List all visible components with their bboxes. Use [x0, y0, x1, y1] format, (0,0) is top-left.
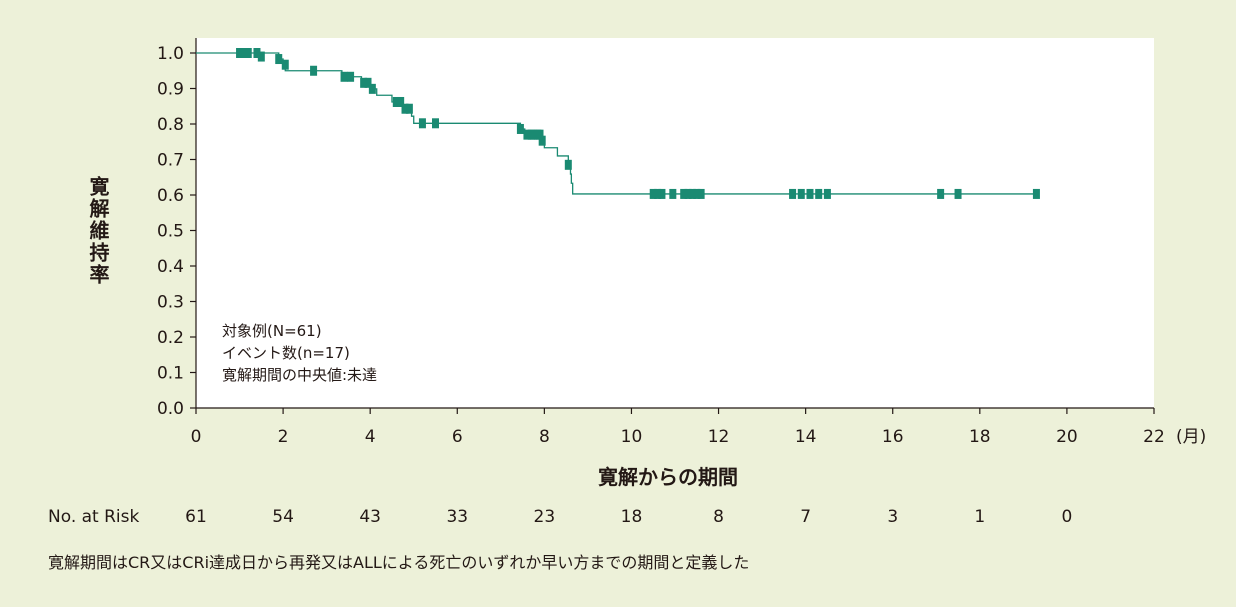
x-tick-label: 16: [882, 427, 904, 447]
risk-value: 18: [621, 507, 643, 527]
y-tick-label: 0.8: [157, 115, 184, 135]
risk-table-values: 61 54 43 33 23 18 8 7 3 1 0: [185, 507, 1072, 527]
x-tick-label: 8: [539, 427, 550, 447]
x-tick-label: 6: [452, 427, 463, 447]
censor-mark: [937, 188, 945, 199]
risk-table-label: No. at Risk: [48, 507, 140, 527]
x-tick-label: 10: [621, 427, 643, 447]
censor-mark: [684, 188, 692, 199]
censor-mark: [649, 188, 657, 199]
censor-mark: [564, 159, 572, 170]
y-tick-label: 0.0: [157, 399, 184, 419]
censor-mark: [658, 188, 666, 199]
censor-mark: [688, 188, 696, 199]
footnote: 寛解期間はCR又はCRi達成日から再発又はALLによる死亡のいずれか早い方までの…: [48, 553, 749, 572]
censor-mark: [275, 54, 283, 65]
y-tick-label: 0.7: [157, 151, 184, 171]
censor-mark: [697, 188, 705, 199]
y-tick-label: 0.3: [157, 293, 184, 313]
censor-mark: [432, 118, 439, 129]
y-tick-label: 0.5: [157, 222, 184, 242]
x-tick-label: 2: [278, 427, 289, 447]
censor-mark: [257, 51, 265, 62]
censor-mark: [680, 188, 688, 199]
risk-value: 33: [446, 507, 468, 527]
y-tick-label: 1.0: [157, 44, 184, 64]
censor-mark: [536, 129, 544, 140]
risk-value: 23: [534, 507, 556, 527]
censor-mark: [529, 129, 537, 140]
risk-value: 54: [272, 507, 294, 527]
x-tick-label: 14: [795, 427, 817, 447]
y-tick-label: 0.2: [157, 328, 184, 348]
censor-mark: [523, 129, 531, 140]
x-tick-label: 0: [191, 427, 202, 447]
x-axis: 0 2 4 6 8 10 12 14 16 18 20 22: [191, 407, 1165, 447]
censor-mark: [405, 103, 413, 114]
y-tick-label: 0.9: [157, 80, 184, 100]
censor-mark: [418, 118, 426, 129]
censor-mark: [693, 188, 701, 199]
legend-line-1: 対象例(N=61): [222, 322, 322, 340]
censor-mark: [368, 83, 376, 94]
x-tick-label: 20: [1056, 427, 1078, 447]
legend-line-2: イベント数(n=17): [222, 344, 350, 362]
censor-mark: [397, 96, 405, 107]
risk-value: 3: [887, 507, 898, 527]
censor-mark: [797, 188, 805, 199]
x-axis-label: 寛解からの期間: [598, 465, 738, 489]
risk-value: 0: [1061, 507, 1072, 527]
risk-value: 61: [185, 507, 207, 527]
censor-mark: [310, 65, 318, 76]
censor-mark: [823, 188, 831, 199]
censor-mark: [538, 135, 546, 146]
y-axis: 0.0 0.1 0.2 0.3 0.4 0.5 0.6 0.7 0.8 0.9 1.0: [157, 38, 197, 419]
censor-mark: [654, 188, 662, 199]
censor-mark: [244, 48, 252, 58]
x-tick-label: 12: [708, 427, 730, 447]
y-tick-label: 0.4: [157, 257, 184, 277]
censor-mark: [347, 71, 355, 82]
risk-value: 43: [359, 507, 381, 527]
censor-mark: [669, 188, 677, 199]
risk-value: 1: [974, 507, 985, 527]
y-tick-label: 0.6: [157, 186, 184, 206]
censor-mark: [401, 103, 409, 114]
x-axis-unit: (月): [1176, 427, 1206, 447]
censor-mark: [360, 77, 368, 88]
x-tick-label: 18: [969, 427, 991, 447]
plot-area: [196, 38, 1154, 408]
censor-mark: [1032, 188, 1040, 199]
censor-mark: [281, 59, 289, 70]
censor-mark: [516, 123, 524, 134]
legend-line-3: 寛解期間の中央値:未達: [222, 366, 377, 384]
risk-value: 7: [800, 507, 811, 527]
censor-mark: [392, 96, 400, 107]
x-tick-label: 4: [365, 427, 376, 447]
censor-mark: [364, 77, 372, 88]
y-axis-label: 寛解維持率: [86, 175, 110, 286]
x-tick-label: 22: [1143, 427, 1165, 447]
censor-mark: [954, 188, 962, 199]
censor-mark: [253, 48, 261, 58]
censor-marks: [236, 48, 1040, 199]
censor-mark: [815, 188, 823, 199]
censor-mark: [789, 188, 797, 199]
censor-mark: [806, 188, 814, 199]
risk-value: 8: [713, 507, 724, 527]
y-tick-label: 0.1: [157, 364, 184, 384]
censor-mark: [340, 71, 348, 82]
